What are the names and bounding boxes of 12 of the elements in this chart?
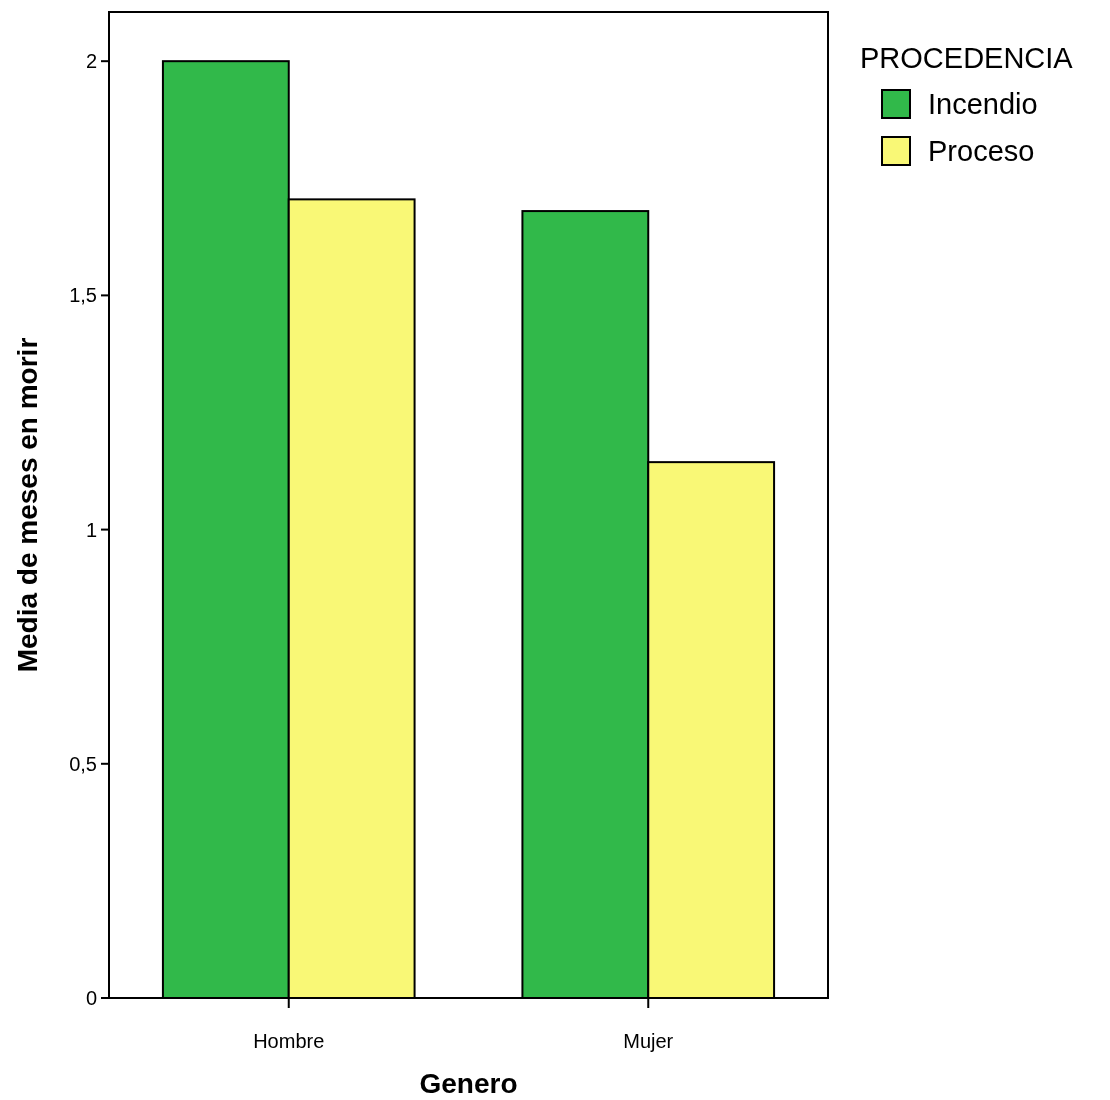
x-axis-title: Genero [419, 1068, 518, 1099]
y-tick-label: 0 [85, 987, 97, 1009]
x-tick-label: Mujer [623, 1030, 674, 1052]
y-tick-label: 0,5 [69, 752, 97, 775]
y-tick-label: 1,5 [69, 284, 97, 307]
legend-title: PROCEDENCIA [860, 42, 1074, 74]
legend-label: Proceso [928, 135, 1035, 168]
y-tick-label: 2 [85, 50, 97, 73]
y-tick-label: 1 [85, 518, 97, 541]
legend-label: Incendio [928, 88, 1038, 121]
y-axis-title: Media de meses en morir [12, 337, 43, 673]
x-tick-label: Hombre [253, 1030, 325, 1052]
